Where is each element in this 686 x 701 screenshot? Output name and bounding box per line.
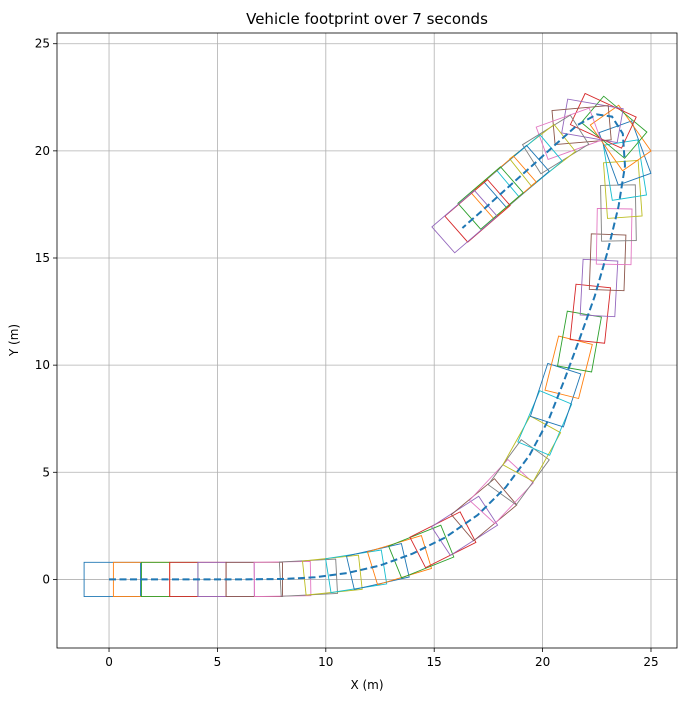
x-tick-label: 5 — [214, 655, 222, 669]
vehicle-footprint — [600, 184, 637, 242]
vehicle-footprint — [278, 558, 338, 597]
vehicle-footprint — [409, 511, 477, 569]
vehicle-footprint — [457, 166, 524, 230]
vehicle-footprint — [580, 95, 648, 159]
vehicle-footprint — [253, 560, 312, 598]
vehicle-footprint — [589, 104, 652, 172]
axes-frame — [56, 32, 678, 649]
grid — [57, 33, 677, 648]
vehicle-footprint — [468, 458, 534, 525]
vehicle-footprint — [366, 535, 433, 586]
vehicle-footprint — [569, 283, 611, 344]
vehicle-footprint — [325, 549, 388, 594]
vehicle-footprint — [544, 335, 593, 400]
ticks: 0 5 10 15 20 25 0 5 10 15 20 25 — [35, 37, 659, 669]
vehicle-footprint — [517, 390, 573, 456]
trajectory-layer — [109, 113, 627, 581]
y-tick-label: 25 — [35, 37, 50, 51]
y-axis-label: Y (m) — [7, 324, 21, 357]
x-tick-label: 20 — [535, 655, 550, 669]
vehicle-footprint — [535, 107, 602, 160]
trajectory-line — [109, 113, 627, 581]
vehicle-footprint — [588, 233, 627, 292]
y-tick-label: 15 — [35, 251, 50, 265]
vehicle-footprint — [225, 561, 283, 598]
vehicle-footprint — [388, 524, 455, 579]
vehicle-footprint — [529, 362, 582, 428]
vehicle-footprint — [603, 159, 643, 219]
vehicle-footprint — [487, 439, 550, 506]
vehicle-footprint — [302, 554, 363, 596]
x-axis-label: X (m) — [350, 678, 383, 692]
x-tick-label: 25 — [643, 655, 658, 669]
x-tick-label: 15 — [427, 655, 442, 669]
y-tick-label: 0 — [42, 572, 50, 586]
vehicle-footprint — [561, 98, 624, 144]
y-tick-label: 5 — [42, 465, 50, 479]
vehicle-footprint — [431, 189, 498, 254]
chart-title: Vehicle footprint over 7 seconds — [246, 10, 488, 28]
x-tick-label: 0 — [105, 655, 113, 669]
vehicle-footprint — [430, 495, 499, 557]
vehicle-footprint — [502, 415, 562, 483]
vehicle-footprint — [551, 105, 612, 146]
x-tick-label: 10 — [318, 655, 333, 669]
y-tick-label: 10 — [35, 358, 50, 372]
vehicle-footprint — [595, 207, 633, 266]
vehicle-footprint — [345, 543, 410, 591]
vehicle-footprint — [450, 478, 518, 542]
y-tick-label: 20 — [35, 144, 50, 158]
vehicle-footprint — [83, 561, 141, 598]
vehicle-footprint — [579, 258, 619, 318]
vehicle-footprints — [83, 92, 652, 598]
vehicle-footprint — [602, 139, 648, 201]
vehicle-footprint — [496, 134, 563, 198]
